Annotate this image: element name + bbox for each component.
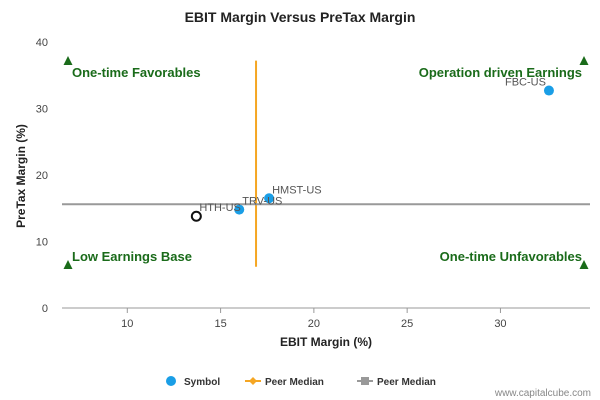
plot-area: 10 15 20 25 30 0 10 20 30 40 One-time Favorables Op… bbox=[36, 37, 590, 330]
x-tick-label: 15 bbox=[214, 318, 226, 330]
legend-label-symbol: Symbol bbox=[184, 377, 220, 388]
corner-marker-top-left bbox=[63, 56, 73, 65]
y-axis-title: PreTax Margin (%) bbox=[14, 124, 28, 228]
y-tick-label: 10 bbox=[36, 237, 48, 249]
quadrant-label-bottom-right: One-time Unfavorables bbox=[440, 249, 582, 264]
y-tick-label: 20 bbox=[36, 170, 48, 182]
y-tick-label: 30 bbox=[36, 104, 48, 116]
corner-marker-top-right bbox=[579, 56, 589, 65]
data-point-label: TRV-US bbox=[242, 196, 282, 208]
quadrant-label-top-right: Operation driven Earnings bbox=[419, 65, 582, 80]
legend: Symbol Peer Median Peer Median bbox=[166, 376, 436, 388]
chart-title: EBIT Margin Versus PreTax Margin bbox=[185, 9, 416, 25]
x-axis-title: EBIT Margin (%) bbox=[280, 335, 372, 349]
y-tick-label: 40 bbox=[36, 37, 48, 49]
x-tick-label: 30 bbox=[494, 318, 506, 330]
data-point-label: HMST-US bbox=[272, 184, 322, 196]
legend-label-peer-median: Peer Median bbox=[377, 377, 436, 388]
data-point-label: HTH-US bbox=[199, 202, 241, 214]
data-point bbox=[264, 193, 275, 204]
x-tick-label: 10 bbox=[121, 318, 133, 330]
y-tick-label: 0 bbox=[42, 303, 48, 315]
data-point-label: FBC-US bbox=[505, 77, 546, 89]
legend-marker-square bbox=[361, 377, 369, 385]
legend-label-peer-median: Peer Median bbox=[265, 377, 324, 388]
quadrant-label-top-left: One-time Favorables bbox=[72, 65, 201, 80]
data-point bbox=[190, 210, 202, 222]
legend-marker-symbol bbox=[166, 376, 176, 386]
quadrant-label-bottom-left: Low Earnings Base bbox=[72, 249, 192, 264]
x-tick-label: 25 bbox=[401, 318, 413, 330]
corner-marker-bottom-right bbox=[579, 260, 589, 269]
data-point bbox=[543, 85, 554, 96]
watermark-text: www.capitalcube.com bbox=[494, 388, 591, 399]
corner-marker-bottom-left bbox=[63, 260, 73, 269]
x-tick-label: 20 bbox=[308, 318, 320, 330]
data-point bbox=[234, 204, 245, 215]
legend-marker-diamond bbox=[249, 377, 257, 385]
